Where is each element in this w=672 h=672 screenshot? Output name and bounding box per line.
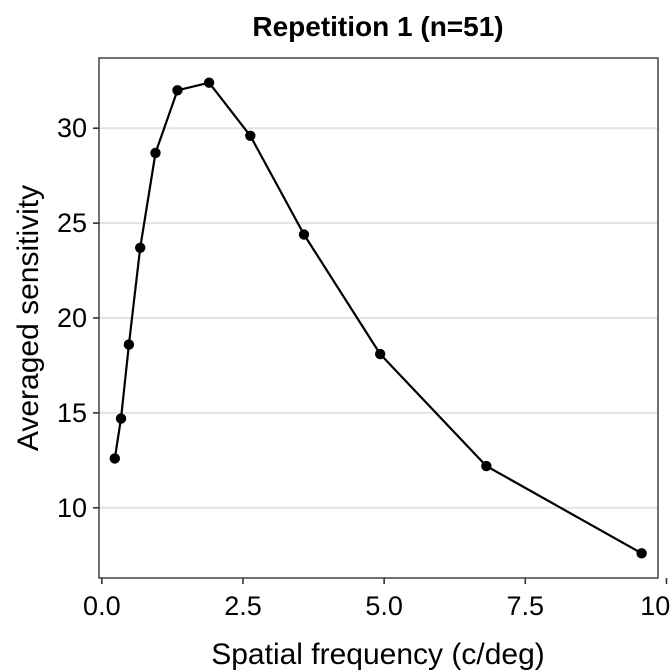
x-tick-label: 5.0 [365, 591, 403, 621]
x-tick-label: 2.5 [224, 591, 262, 621]
data-point [636, 548, 647, 559]
y-tick-label: 10 [57, 493, 87, 523]
data-point [115, 413, 127, 424]
y-tick-label: 20 [57, 303, 87, 333]
chart-title: Repetition 1 (n=51) [252, 11, 503, 42]
data-point [172, 85, 183, 96]
data-point [245, 130, 256, 142]
gridlines [99, 127, 658, 509]
axis-ticks: 10 15 20 25 30 0.0 2.5 5.0 7.5 10.0 [57, 113, 672, 621]
data-point [123, 339, 135, 350]
x-tick-label: 0.0 [83, 591, 121, 621]
data-point [135, 242, 146, 253]
y-tick-label: 15 [57, 398, 87, 428]
y-tick-label: 30 [57, 113, 87, 143]
y-axis-label: Averaged sensitivity [12, 185, 45, 451]
y-tick-label: 25 [57, 208, 87, 238]
x-tick-label: 10.0 [640, 591, 672, 621]
x-axis-label: Spatial frequency (c/deg) [211, 638, 545, 671]
series-line [113, 81, 643, 555]
data-point [374, 348, 386, 360]
data-point [298, 229, 310, 240]
x-tick-label: 7.5 [507, 591, 545, 621]
data-point [109, 453, 121, 464]
data-point [203, 77, 215, 88]
series-group [109, 77, 647, 559]
data-point [150, 147, 161, 159]
data-point [481, 460, 492, 472]
